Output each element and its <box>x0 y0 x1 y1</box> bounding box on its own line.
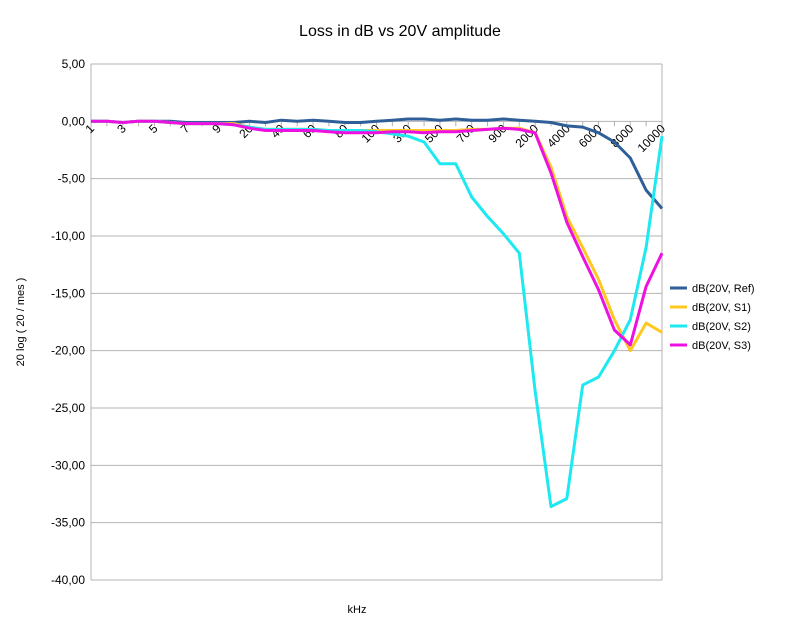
series-line <box>91 119 664 347</box>
y-tick-label: -30,00 <box>51 458 85 472</box>
y-tick-label: -20,00 <box>51 344 85 358</box>
legend-entry: dB(20V, S3) <box>692 340 751 352</box>
y-tick-label: -10,00 <box>51 229 85 243</box>
legend-entry: dB(20V, Ref) <box>692 283 755 295</box>
y-tick-label: 0,00 <box>62 114 86 128</box>
y-tick-label: -5,00 <box>58 172 86 186</box>
y-tick-label: -15,00 <box>51 286 85 300</box>
x-tick-label: 700 <box>454 121 478 145</box>
y-tick-label: 5,00 <box>62 57 86 71</box>
y-tick-label: -40,00 <box>51 573 85 587</box>
x-tick-label: 10000 <box>635 121 669 155</box>
y-tick-label: -35,00 <box>51 516 85 530</box>
x-tick-label: 5 <box>146 121 161 136</box>
chart-title: Loss in dB vs 20V amplitude <box>299 23 501 40</box>
x-tick-label: 900 <box>485 121 509 145</box>
x-tick-label: 8000 <box>608 121 637 150</box>
x-tick-label: 1 <box>82 121 97 136</box>
y-axis-label: 20 log ( 20 / mes ) <box>15 278 27 367</box>
x-axis-label: kHz <box>348 604 367 616</box>
legend-entry: dB(20V, S1) <box>692 302 751 314</box>
y-tick-label: -25,00 <box>51 401 85 415</box>
legend-entry: dB(20V, S2) <box>692 321 751 333</box>
